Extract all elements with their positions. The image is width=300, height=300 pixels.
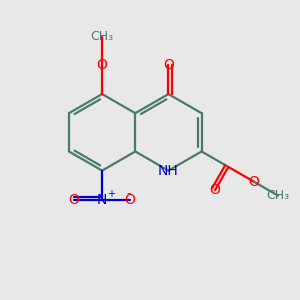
Text: O: O	[248, 175, 259, 189]
Text: NH: NH	[158, 164, 179, 178]
Text: O: O	[97, 58, 108, 72]
Text: -: -	[126, 187, 131, 200]
Text: O: O	[210, 183, 220, 197]
Text: O: O	[125, 193, 136, 207]
Text: +: +	[106, 189, 115, 199]
Text: N: N	[97, 193, 107, 207]
Text: CH₃: CH₃	[91, 30, 114, 43]
Text: CH₃: CH₃	[266, 189, 289, 202]
Text: O: O	[163, 58, 174, 72]
Text: O: O	[69, 193, 80, 207]
